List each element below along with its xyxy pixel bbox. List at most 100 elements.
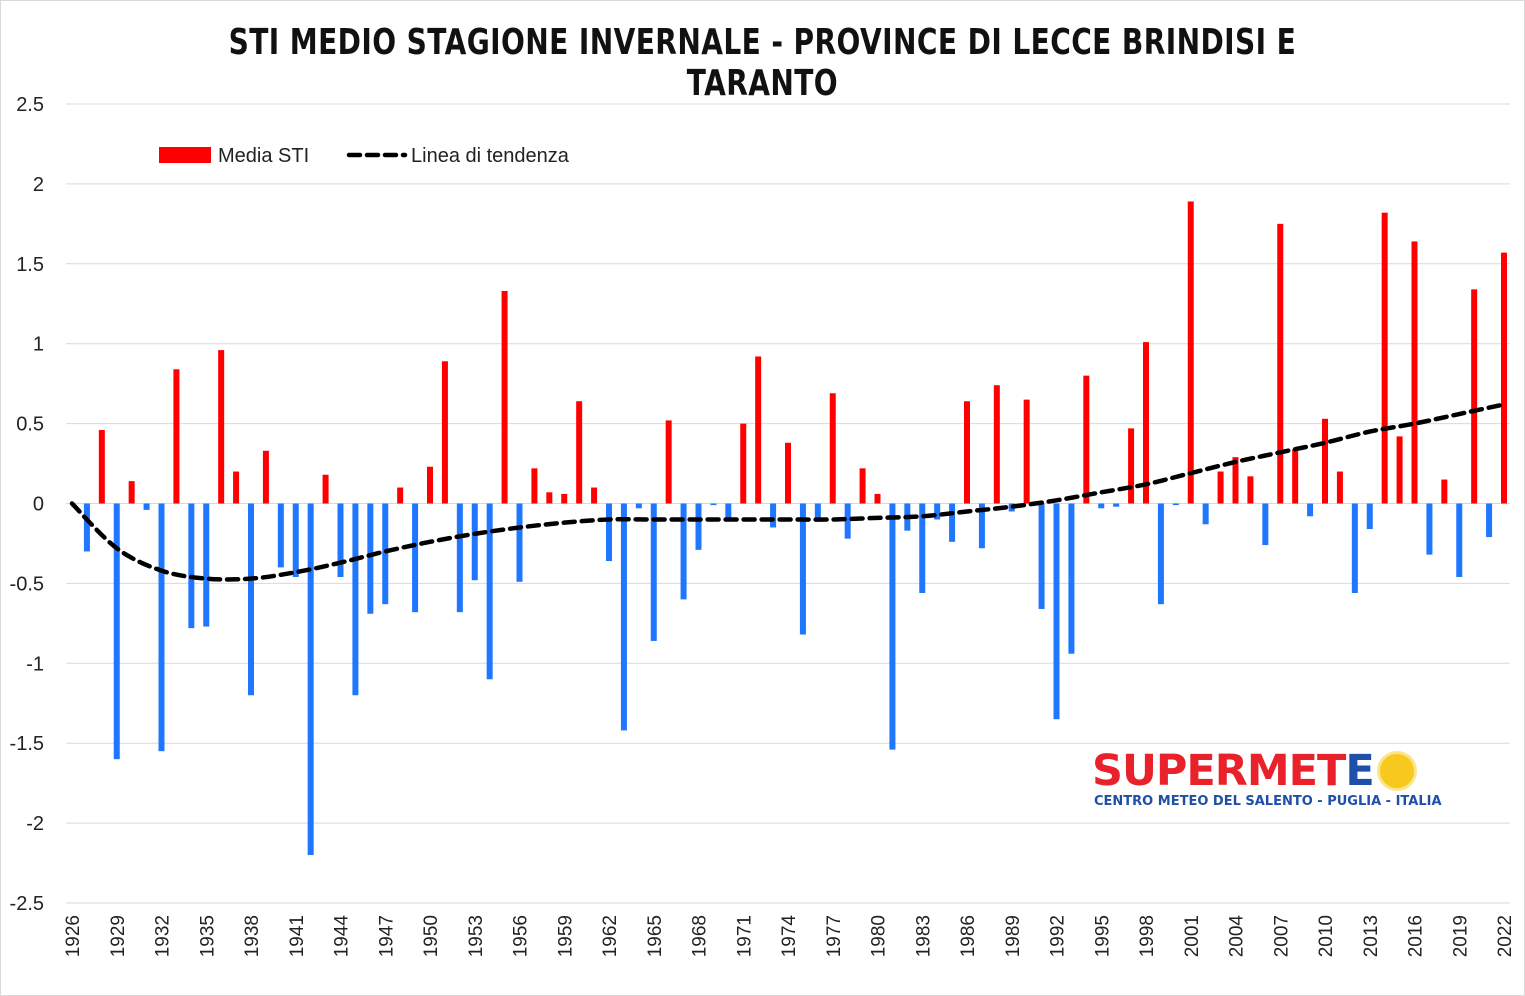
- bar: [427, 466, 433, 504]
- y-tick-label: 1: [33, 334, 44, 356]
- bar: [248, 503, 254, 696]
- bar: [799, 503, 806, 635]
- logo-wordmark: SUPERMETE: [1092, 748, 1437, 794]
- bar: [606, 503, 612, 562]
- bar: [352, 503, 359, 696]
- bar: [1381, 212, 1388, 504]
- bar: [277, 503, 284, 568]
- bar: [1217, 471, 1224, 504]
- bar: [934, 503, 941, 520]
- bar: [1486, 503, 1493, 538]
- y-tick-label: 1.5: [16, 254, 44, 276]
- bar: [964, 401, 970, 504]
- bar: [382, 503, 389, 605]
- bar: [203, 503, 210, 627]
- bar: [919, 503, 926, 593]
- legend-label-trend: Linea di tendenza: [411, 145, 570, 167]
- bar: [770, 503, 777, 528]
- bars: [83, 201, 1507, 856]
- bar: [128, 481, 135, 504]
- x-tick-label: 1947: [376, 915, 397, 957]
- bar: [650, 503, 657, 641]
- bar: [695, 503, 702, 550]
- x-tick-label: 1956: [511, 915, 532, 957]
- x-tick-label: 1929: [108, 915, 129, 957]
- bar: [949, 503, 956, 542]
- x-tick-label: 2019: [1450, 915, 1471, 957]
- bar: [397, 487, 404, 504]
- bar: [1143, 342, 1149, 504]
- y-tick-label: -1: [26, 653, 44, 675]
- x-tick-label: 2007: [1271, 915, 1292, 957]
- x-tick-label: 1944: [332, 915, 353, 958]
- logo-word-part1: SUPERMET: [1092, 746, 1346, 796]
- bar: [1262, 503, 1269, 546]
- y-tick-label: -2: [26, 813, 44, 835]
- bar: [98, 429, 105, 504]
- x-tick-label: 1968: [690, 915, 711, 957]
- bar: [292, 503, 299, 578]
- bar: [889, 503, 896, 750]
- bar: [1501, 252, 1507, 504]
- bar: [143, 503, 150, 510]
- x-tick-label: 1977: [824, 915, 845, 957]
- bar: [486, 503, 493, 680]
- supermeteo-logo: SUPERMETE CENTRO METEO DEL SALENTO - PUG…: [1092, 748, 1442, 818]
- legend: Media STI Linea di tendenza: [159, 145, 570, 167]
- bar: [859, 468, 866, 504]
- bar: [620, 503, 627, 731]
- bar: [188, 503, 195, 629]
- bar: [546, 492, 553, 504]
- bar: [814, 503, 821, 518]
- x-tick-label: 1983: [913, 915, 934, 957]
- bar: [113, 503, 120, 760]
- bar: [1456, 503, 1463, 578]
- x-tick-label: 2013: [1361, 915, 1382, 957]
- sun-icon: [1380, 754, 1414, 788]
- bar: [665, 420, 672, 504]
- bar: [576, 401, 583, 504]
- bar: [1068, 503, 1075, 654]
- x-tick-label: 2022: [1495, 915, 1516, 957]
- bar: [322, 474, 329, 504]
- x-tick-label: 1998: [1137, 915, 1158, 957]
- bar: [262, 450, 269, 504]
- bar: [1187, 201, 1194, 504]
- bar: [456, 503, 463, 613]
- x-tick-label: 1959: [555, 915, 576, 957]
- bar: [785, 442, 791, 504]
- x-tick-label: 1980: [869, 915, 890, 957]
- bar: [1113, 503, 1120, 507]
- bar: [844, 503, 851, 539]
- trend-line-group: [69, 402, 1507, 582]
- bar: [978, 503, 985, 549]
- y-axis-ticks: 2.5 2 1.5 1 0.5 0 -0.5 -1 -1.5 -2 -2.5: [10, 94, 44, 915]
- bar: [1157, 503, 1164, 605]
- bar: [1307, 503, 1314, 517]
- bar: [1441, 479, 1448, 504]
- bar: [725, 503, 732, 520]
- bar: [1471, 289, 1478, 504]
- x-tick-label: 1965: [645, 915, 666, 957]
- bar: [218, 350, 225, 504]
- bar: [516, 503, 523, 582]
- x-tick-label: 1974: [779, 915, 800, 958]
- y-tick-label: -0.5: [10, 573, 44, 595]
- x-tick-label: 2016: [1406, 915, 1427, 957]
- y-tick-label: 0: [33, 494, 44, 516]
- bar: [635, 503, 642, 509]
- bar: [1128, 428, 1135, 504]
- y-tick-label: 2.5: [16, 94, 44, 116]
- x-tick-label: 1941: [287, 915, 308, 957]
- chart-title: STI MEDIO STAGIONE INVERNALE - PROVINCE …: [228, 22, 1297, 104]
- bar: [1366, 503, 1373, 530]
- legend-swatch-bars: [159, 147, 211, 163]
- bar: [412, 503, 419, 613]
- x-tick-label: 1938: [242, 915, 263, 957]
- bar: [1172, 503, 1179, 506]
- bar: [993, 385, 1000, 504]
- bar: [740, 423, 747, 504]
- bar: [1336, 471, 1343, 504]
- bar: [1247, 476, 1254, 504]
- x-tick-label: 1950: [421, 915, 442, 957]
